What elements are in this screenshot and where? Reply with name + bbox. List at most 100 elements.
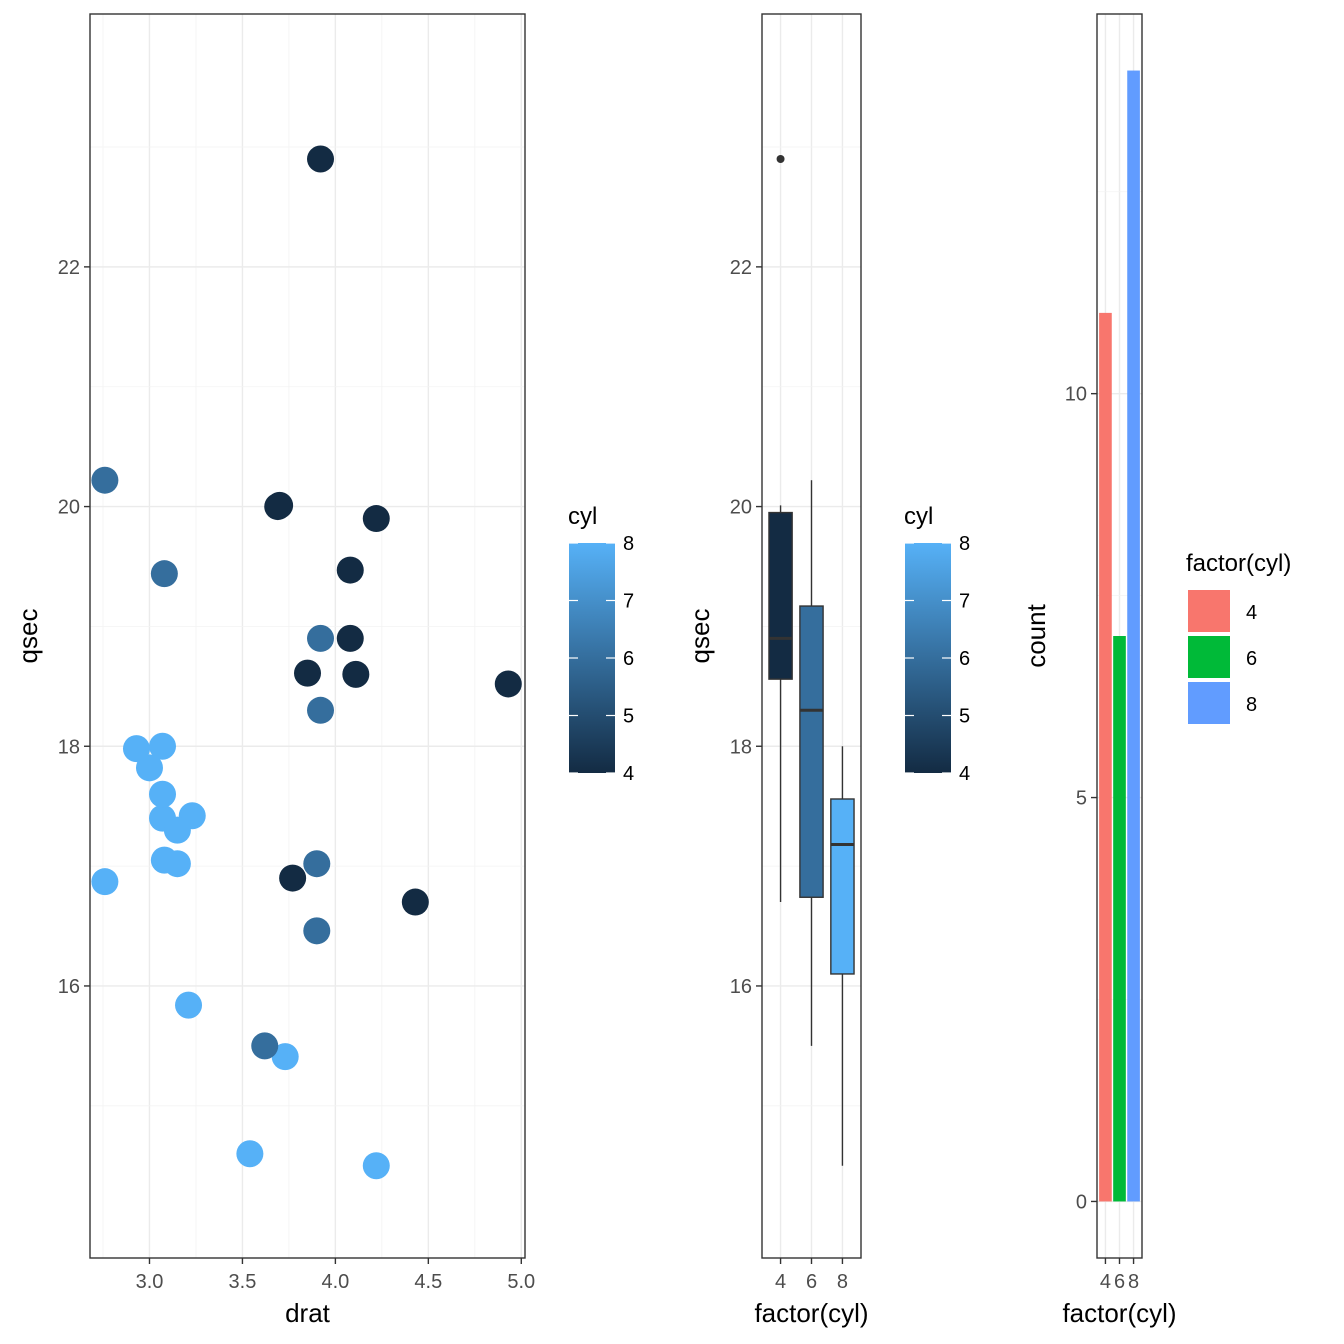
scatter-point <box>307 624 335 652</box>
scatter-colorbar-label: 4 <box>623 763 634 785</box>
scatter-point <box>149 780 176 808</box>
boxplot-x-tick-label: 8 <box>837 1271 848 1293</box>
scatter-point <box>271 1043 299 1071</box>
boxplot-y-tick-label: 22 <box>730 257 752 279</box>
box-outlier <box>776 155 785 164</box>
boxplot-colorbar-label: 5 <box>959 706 970 728</box>
scatter-colorbar-label: 8 <box>623 533 634 555</box>
bar-legend-title: factor(cyl) <box>1186 550 1291 577</box>
bar-x-axis-title: factor(cyl) <box>1062 1298 1176 1328</box>
scatter-point <box>342 660 370 688</box>
scatter-point <box>150 846 178 874</box>
scatter-points <box>91 145 522 1180</box>
scatter-x-tick-label: 3.5 <box>229 1271 257 1293</box>
box-8 <box>830 746 855 1166</box>
scatter-x-tick-label: 4.5 <box>414 1271 442 1293</box>
scatter-point <box>122 735 150 763</box>
scatter-panel-border <box>89 13 526 1259</box>
bar-legend-label: 6 <box>1246 648 1257 670</box>
scatter-axes: 3.0 3.5 4.0 4.5 5.0 16 18 20 22 <box>58 257 535 1293</box>
boxplot-colorbar-label: 8 <box>959 533 970 555</box>
boxplot-x-axis-title: factor(cyl) <box>754 1298 868 1328</box>
bar-legend-key-8 <box>1188 682 1230 724</box>
scatter-point <box>279 864 307 892</box>
boxplot-legend-title: cyl <box>904 503 933 530</box>
bar-legend-keys: 4 6 8 <box>1188 590 1257 724</box>
bar-axes: 4 6 8 0 5 10 <box>1065 384 1139 1293</box>
scatter-colorbar-label: 6 <box>623 648 634 670</box>
bar-y-tick-label: 10 <box>1065 384 1087 406</box>
boxplot-axes: 4 6 8 16 18 20 22 <box>730 257 848 1293</box>
bar-discrete-legend: factor(cyl) 4 6 8 <box>1186 550 1291 724</box>
boxplot-colorbar-breaks: 4 5 6 7 8 <box>905 533 970 785</box>
scatter-point <box>336 624 364 652</box>
bar-y-tick-label: 5 <box>1076 788 1087 810</box>
boxplot-colorbar-label: 4 <box>959 763 970 785</box>
bar-legend-key-6 <box>1188 636 1230 678</box>
scatter-colorbar-breaks: 4 5 6 7 8 <box>569 533 634 785</box>
bar-legend-key-4 <box>1188 590 1230 632</box>
bar-bars <box>1099 70 1140 1202</box>
boxplot-y-tick-label: 20 <box>730 497 752 519</box>
scatter-point <box>135 754 163 782</box>
bar-x-tick-label: 8 <box>1128 1271 1139 1293</box>
scatter-legend-title: cyl <box>568 503 597 530</box>
scatter-point <box>266 491 294 519</box>
boxplot-x-tick-label: 6 <box>806 1271 817 1293</box>
bar-6 <box>1113 636 1126 1202</box>
scatter-point <box>362 1152 390 1180</box>
scatter-y-tick-label: 18 <box>58 736 80 758</box>
box-iqr <box>799 605 824 898</box>
boxplot-colorbar-label: 7 <box>959 591 970 613</box>
boxplot-y-tick-label: 18 <box>730 736 752 758</box>
scatter-point <box>91 466 119 494</box>
boxplot-x-tick-label: 4 <box>775 1271 786 1293</box>
boxplot-boxes <box>768 155 855 1166</box>
scatter-x-tick-label: 3.0 <box>136 1271 164 1293</box>
scatter-colorbar-label: 5 <box>623 706 634 728</box>
box-6 <box>799 480 824 1046</box>
boxplot-colorbar-legend: cyl 4 5 6 7 8 <box>904 503 970 785</box>
scatter-point <box>294 659 321 687</box>
bar-8 <box>1127 70 1140 1202</box>
scatter-y-axis-title: qsec <box>13 609 43 664</box>
box-iqr <box>830 798 855 975</box>
scatter-point <box>149 732 176 760</box>
boxplot-colorbar-label: 6 <box>959 648 970 670</box>
box-iqr <box>768 511 793 680</box>
bar-x-tick-label: 6 <box>1114 1271 1125 1293</box>
bar-y-axis-title: count <box>1021 603 1051 667</box>
bar-x-tick-label: 4 <box>1100 1271 1111 1293</box>
scatter-colorbar-label: 7 <box>623 591 634 613</box>
scatter-x-tick-label: 4.0 <box>321 1271 349 1293</box>
scatter-x-tick-label: 5.0 <box>507 1271 535 1293</box>
scatter-y-tick-label: 22 <box>58 257 80 279</box>
scatter-point <box>175 991 203 1019</box>
scatter-point <box>307 696 335 724</box>
scatter-point <box>362 505 390 533</box>
scatter-point <box>150 560 178 588</box>
scatter-panel: 3.0 3.5 4.0 4.5 5.0 16 18 20 22 drat qsec cyl 4 5… <box>13 13 634 1328</box>
boxplot-y-tick-label: 16 <box>730 976 752 998</box>
scatter-point <box>163 816 191 844</box>
scatter-point <box>236 1140 264 1168</box>
scatter-point <box>307 145 335 173</box>
bar-legend-label: 8 <box>1246 694 1257 716</box>
scatter-y-tick-label: 20 <box>58 497 80 519</box>
scatter-point <box>303 850 331 878</box>
box-4 <box>768 155 793 903</box>
bar-y-tick-label: 0 <box>1076 1191 1087 1213</box>
scatter-point <box>303 917 331 945</box>
scatter-point <box>336 556 364 584</box>
scatter-point <box>494 670 522 698</box>
scatter-y-tick-label: 16 <box>58 976 80 998</box>
scatter-point <box>401 888 429 916</box>
scatter-point <box>91 868 119 896</box>
scatter-colorbar-legend: cyl 4 5 6 7 8 <box>568 503 634 785</box>
scatter-point <box>251 1032 279 1060</box>
boxplot-y-axis-title: qsec <box>685 609 715 664</box>
bar-legend-label: 4 <box>1246 602 1257 624</box>
